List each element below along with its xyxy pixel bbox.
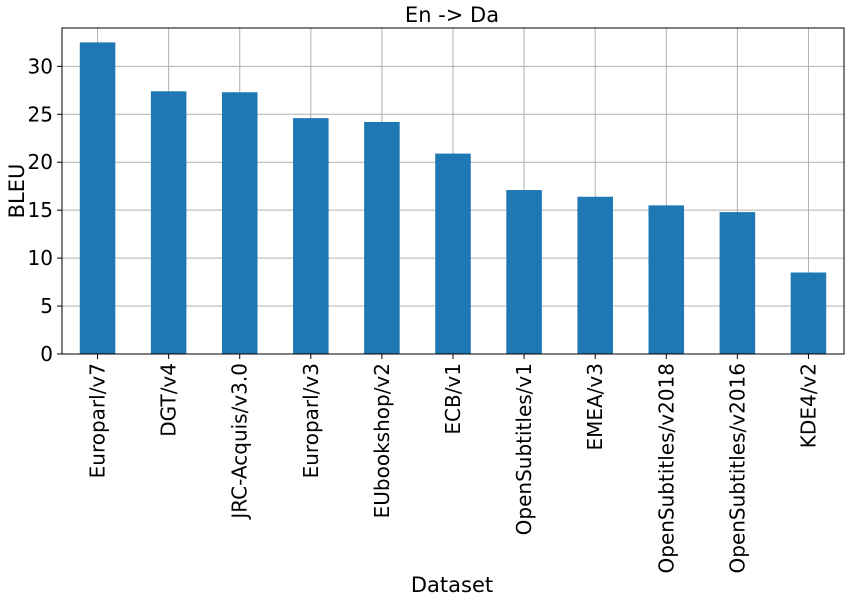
bar — [293, 118, 329, 354]
y-tick-label: 30 — [28, 54, 53, 78]
bar — [150, 91, 187, 355]
y-tick-label: 20 — [28, 150, 53, 174]
bar — [506, 190, 542, 354]
y-tick-label: 0 — [40, 342, 53, 366]
x-tick-label: EUbookshop/v2 — [370, 363, 394, 518]
y-tick-label: 5 — [40, 294, 53, 318]
x-tick-label: JRC-Acquis/v3.0 — [228, 363, 252, 521]
bars — [79, 42, 827, 355]
x-axis-label: Dataset — [411, 573, 493, 597]
x-tick-label: DGT/v4 — [157, 363, 181, 437]
x-tick-label: OpenSubtitles/v2018 — [654, 363, 678, 573]
bar — [221, 92, 258, 354]
y-tick-label: 25 — [28, 102, 53, 126]
bar — [577, 196, 613, 354]
x-tick-label: ECB/v1 — [441, 363, 465, 435]
x-tick-label: Europarl/v3 — [299, 363, 323, 478]
y-axis-label: BLEU — [5, 164, 29, 219]
x-tick-label: OpenSubtitles/v1 — [512, 363, 536, 535]
x-axis-ticks: Europarl/v7 DGT/v4 JRC-Acquis/v3.0 Europarl… — [86, 354, 820, 573]
y-tick-label: 10 — [28, 246, 53, 270]
x-tick-label: OpenSubtitles/v2016 — [725, 363, 749, 573]
bar — [364, 121, 400, 354]
x-tick-label: KDE4/v2 — [796, 363, 820, 448]
y-axis-ticks: 0 5 10 15 20 25 30 — [28, 54, 62, 366]
y-tick-label: 15 — [28, 198, 53, 222]
bar — [435, 153, 471, 354]
bar — [648, 205, 685, 354]
bar — [719, 212, 756, 354]
x-tick-label: Europarl/v7 — [86, 363, 110, 478]
x-tick-label: EMEA/v3 — [583, 363, 607, 451]
chart-title: En -> Da — [405, 3, 499, 27]
bar — [79, 42, 116, 354]
bar — [790, 272, 827, 354]
